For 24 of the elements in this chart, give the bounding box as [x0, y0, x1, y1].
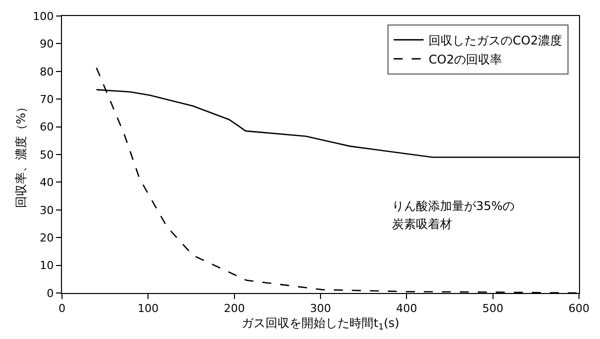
y-tick-label: 60: [40, 120, 54, 134]
y-axis-title: 回収率、濃度（%）: [14, 100, 28, 208]
y-tick-label: 70: [40, 92, 54, 106]
y-tick-label: 0: [46, 286, 54, 300]
y-tick-label: 30: [40, 204, 54, 217]
x-axis-title: ガス回収を開始した時間t$_{1}$(s): [242, 316, 400, 332]
legend-label: 回収したガスのCO2濃度: [428, 33, 562, 48]
legend-label: CO2の回収率: [428, 52, 502, 66]
x-tick-label: 600: [568, 302, 590, 316]
x-tick-label: 300: [310, 302, 331, 316]
x-tick-label: 400: [396, 302, 418, 316]
y-tick-label: 40: [40, 176, 54, 190]
x-tick-label: 500: [482, 302, 504, 316]
y-tick-label: 80: [40, 65, 54, 78]
annotation: りん酸添加量が35%の: [392, 199, 515, 213]
y-tick-label: 100: [32, 10, 54, 23]
y-tick-label: 10: [40, 259, 54, 272]
x-tick-label: 100: [138, 302, 159, 316]
y-tick-label: 90: [40, 38, 54, 51]
x-tick-label: 0: [58, 302, 66, 316]
y-tick-label: 50: [40, 148, 54, 162]
y-tick-label: 20: [40, 231, 54, 244]
x-tick-label: 200: [224, 302, 245, 316]
annotation: 炭素吸着材: [392, 217, 452, 231]
